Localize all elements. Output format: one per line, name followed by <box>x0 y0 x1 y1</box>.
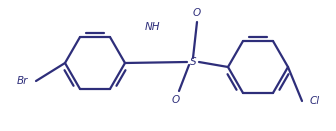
Text: S: S <box>190 57 196 67</box>
Text: Br: Br <box>16 76 28 86</box>
Text: O: O <box>172 95 180 105</box>
Text: NH: NH <box>144 22 160 32</box>
Text: Cl: Cl <box>310 96 320 106</box>
Text: O: O <box>193 8 201 18</box>
